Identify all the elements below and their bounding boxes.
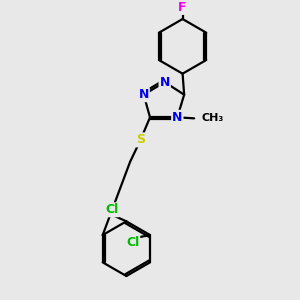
Text: N: N	[139, 88, 149, 101]
Text: CH₃: CH₃	[202, 113, 224, 123]
Text: N: N	[160, 76, 170, 88]
Text: S: S	[136, 134, 145, 146]
Text: N: N	[172, 111, 182, 124]
Text: Cl: Cl	[126, 236, 139, 249]
Text: F: F	[178, 1, 187, 14]
Text: Cl: Cl	[106, 203, 119, 216]
